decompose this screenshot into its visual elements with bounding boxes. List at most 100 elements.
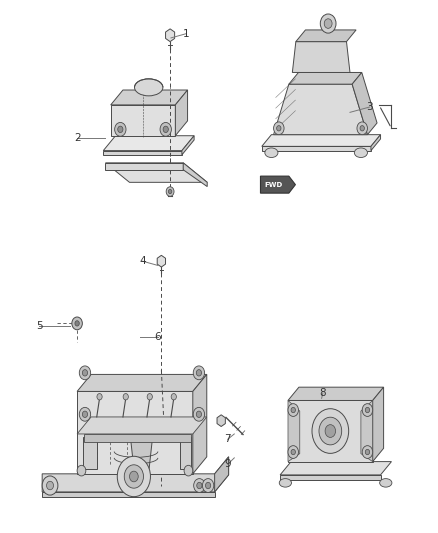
Polygon shape [261,176,295,193]
Polygon shape [292,42,350,72]
Circle shape [324,19,332,28]
Circle shape [325,425,336,438]
Polygon shape [373,387,384,462]
Circle shape [117,456,150,497]
Circle shape [319,417,342,445]
Text: 8: 8 [320,388,326,398]
Text: 4: 4 [139,256,146,266]
Circle shape [72,317,82,330]
Circle shape [194,479,205,492]
Polygon shape [289,72,362,84]
Circle shape [79,407,91,421]
Polygon shape [288,400,300,462]
Polygon shape [77,374,207,391]
Polygon shape [83,437,97,469]
Polygon shape [166,29,175,42]
Circle shape [46,481,53,490]
Circle shape [357,122,367,135]
Circle shape [184,465,193,476]
Polygon shape [288,387,384,400]
Circle shape [75,321,79,326]
Circle shape [288,403,298,416]
Circle shape [196,411,201,417]
Polygon shape [84,434,191,442]
Circle shape [82,369,88,376]
Polygon shape [103,151,182,155]
Polygon shape [77,417,207,434]
Text: FWD: FWD [264,182,282,188]
Circle shape [79,366,91,379]
Circle shape [163,126,168,133]
Polygon shape [352,72,377,135]
Polygon shape [180,437,191,469]
Text: 6: 6 [155,332,161,342]
Ellipse shape [265,148,278,158]
Ellipse shape [354,148,367,158]
Circle shape [168,189,172,193]
Circle shape [362,403,373,416]
Circle shape [291,449,295,455]
Circle shape [320,14,336,33]
Polygon shape [77,391,193,474]
Polygon shape [361,400,373,462]
Polygon shape [131,437,152,469]
Text: 9: 9 [224,459,231,469]
Circle shape [205,482,211,489]
Circle shape [130,471,138,482]
Polygon shape [217,415,225,426]
Polygon shape [157,255,166,267]
Text: 5: 5 [36,321,42,331]
Circle shape [123,393,128,400]
Polygon shape [111,90,187,105]
Ellipse shape [279,479,291,487]
Polygon shape [106,163,183,169]
Text: 1: 1 [183,29,190,39]
Polygon shape [371,135,381,151]
Text: 3: 3 [366,102,373,112]
Text: 7: 7 [224,434,231,445]
Circle shape [124,465,144,488]
Circle shape [312,409,349,454]
Circle shape [97,393,102,400]
Polygon shape [274,84,367,135]
Circle shape [193,407,205,421]
Circle shape [202,479,214,492]
Polygon shape [280,462,392,475]
Circle shape [147,393,152,400]
Polygon shape [262,135,381,147]
Polygon shape [106,163,207,182]
Polygon shape [296,30,356,42]
Circle shape [118,126,123,133]
Circle shape [82,411,88,417]
Circle shape [362,446,373,458]
Polygon shape [183,163,207,187]
Circle shape [115,123,126,136]
Polygon shape [280,475,381,480]
Polygon shape [193,374,207,474]
Ellipse shape [380,479,392,487]
Text: 2: 2 [74,133,81,143]
Polygon shape [262,147,371,151]
Circle shape [360,126,364,131]
Circle shape [77,465,86,476]
Polygon shape [42,492,215,497]
Circle shape [277,126,281,131]
Polygon shape [175,90,187,136]
Circle shape [365,449,370,455]
Circle shape [42,476,58,495]
Ellipse shape [134,79,163,96]
Polygon shape [215,457,229,492]
Polygon shape [111,105,175,136]
Polygon shape [42,457,229,492]
Circle shape [365,407,370,413]
Polygon shape [103,136,194,151]
Circle shape [193,366,205,379]
Circle shape [166,187,174,196]
Polygon shape [182,136,194,155]
Circle shape [288,446,298,458]
Circle shape [160,123,171,136]
Circle shape [291,407,295,413]
Circle shape [274,122,284,135]
Polygon shape [288,400,373,462]
Circle shape [196,369,201,376]
